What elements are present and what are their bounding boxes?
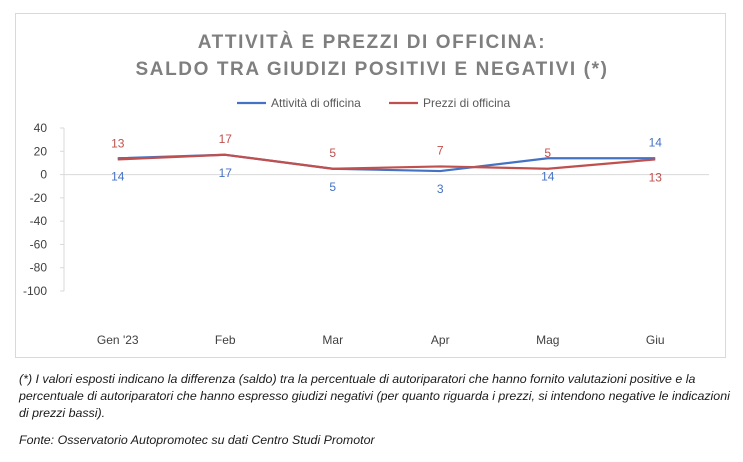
x-tick-label: Mar xyxy=(322,333,343,347)
x-tick-label: Giu xyxy=(646,333,665,347)
x-axis: Gen '23 Feb Mar Apr Mag Giu xyxy=(64,174,709,347)
data-label-attivita: 14 xyxy=(111,169,125,183)
data-label-prezzi: 5 xyxy=(329,146,336,160)
chart-footnote: (*) I valori esposti indicano la differe… xyxy=(19,372,730,420)
chart-title-line-2: SALDO TRA GIUDIZI POSITIVI E NEGATIVI (*… xyxy=(135,59,608,80)
line-chart: ATTIVITÀ E PREZZI DI OFFICINA: SALDO TRA… xyxy=(23,31,709,347)
data-label-prezzi: 13 xyxy=(649,170,663,184)
y-tick-label: -100 xyxy=(23,284,47,298)
y-tick-label: 40 xyxy=(34,121,48,135)
y-tick-label: 0 xyxy=(40,168,47,182)
data-label-prezzi: 7 xyxy=(437,143,444,157)
y-tick-label: -60 xyxy=(30,237,48,251)
data-label-prezzi: 17 xyxy=(219,132,233,146)
chart-source: Fonte: Osservatorio Autopromotec su dati… xyxy=(19,433,375,447)
y-axis: 40 20 0 -20 -40 -60 -80 -100 xyxy=(23,121,65,298)
x-tick-label: Feb xyxy=(215,333,236,347)
data-label-attivita: 17 xyxy=(219,166,233,180)
legend-item-prezzi: Prezzi di officina xyxy=(389,96,510,110)
legend-item-attivita: Attività di officina xyxy=(237,96,361,110)
series-layer xyxy=(117,153,656,173)
legend: Attività di officina Prezzi di officina xyxy=(237,96,510,110)
data-label-attivita: 14 xyxy=(541,169,555,183)
legend-label-prezzi: Prezzi di officina xyxy=(423,96,510,110)
y-tick-label: -20 xyxy=(30,191,48,205)
data-label-prezzi: 5 xyxy=(544,146,551,160)
x-tick-label: Apr xyxy=(431,333,450,347)
x-tick-label: Gen '23 xyxy=(97,333,139,347)
data-label-attivita: 5 xyxy=(329,180,336,194)
y-tick-label: -80 xyxy=(30,261,48,275)
chart-title-line-1: ATTIVITÀ E PREZZI DI OFFICINA: xyxy=(198,31,546,53)
data-labels-layer: 14 17 5 3 14 14 13 17 5 7 5 13 xyxy=(111,132,662,196)
y-tick-label: 20 xyxy=(34,144,48,158)
legend-label-attivita: Attività di officina xyxy=(271,96,361,110)
data-label-attivita: 14 xyxy=(649,135,663,149)
y-tick-label: -40 xyxy=(30,214,48,228)
chart-frame: ATTIVITÀ E PREZZI DI OFFICINA: SALDO TRA… xyxy=(15,13,726,358)
data-label-attivita: 3 xyxy=(437,182,444,196)
series-line-prezzi xyxy=(117,153,656,170)
data-label-prezzi: 13 xyxy=(111,136,125,150)
x-tick-label: Mag xyxy=(536,333,559,347)
